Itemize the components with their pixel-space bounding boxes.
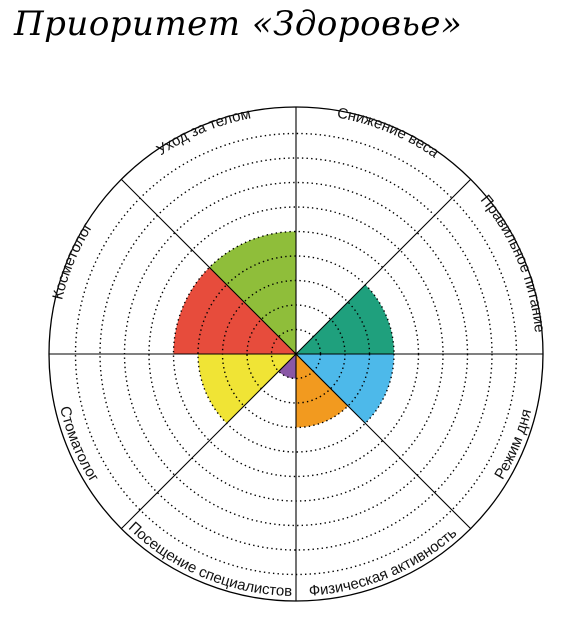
segment-divider (295, 353, 472, 530)
segment-dividers (49, 107, 543, 601)
segment-divider (120, 178, 297, 355)
segment-fill-body_care (209, 231, 296, 354)
segment-fill-dentist (198, 354, 296, 424)
segment-fill-nutrition (296, 284, 394, 354)
segment-label-nutrition: Правильное питание (477, 192, 548, 334)
segment-fill-activity (296, 354, 348, 428)
page-title: Приоритет «Здоровье» (14, 4, 463, 44)
segment-fill-routine (296, 354, 394, 424)
segment-divider (120, 353, 297, 530)
segment-label-weight_loss: Снижение веса (336, 105, 443, 162)
segment-label-cosmetologist: Косметолог (49, 219, 96, 301)
segment-label-activity: Физическая активность (308, 524, 460, 599)
segment-divider (295, 178, 472, 355)
segment-fills (173, 231, 394, 428)
segment-fill-cosmetologist (173, 267, 296, 354)
segment-label-specialists: Посещение специалистов (125, 519, 292, 600)
segment-label-body_care: Уход за телом (154, 105, 253, 159)
outer-circle (48, 106, 544, 602)
segment-fill-specialists (278, 354, 296, 379)
